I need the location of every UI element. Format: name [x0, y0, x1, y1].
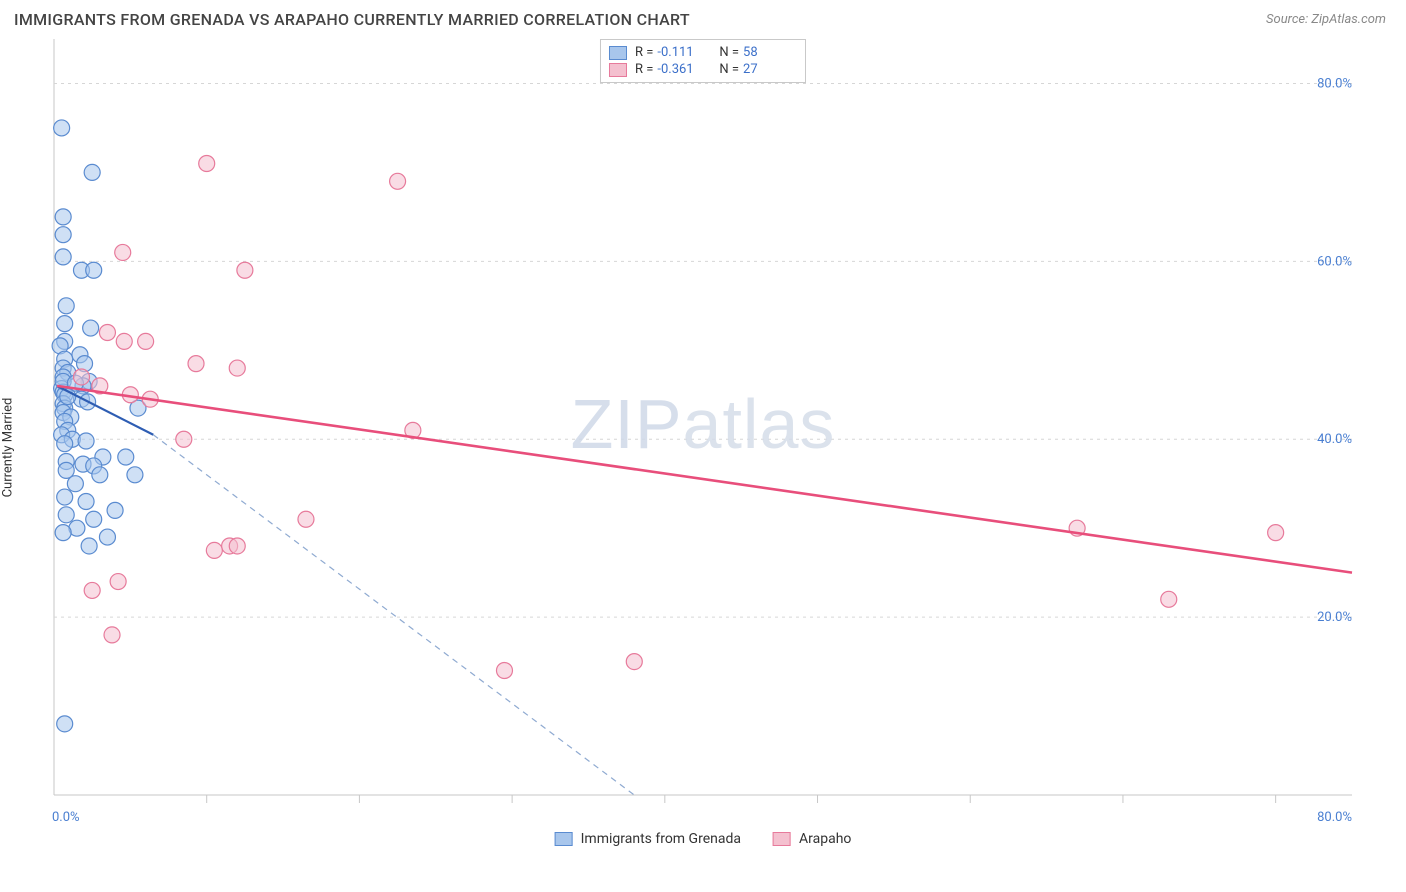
legend-label-arapaho: Arapaho [799, 831, 851, 847]
n-value-arapaho: 27 [743, 62, 797, 77]
svg-text:40.0%: 40.0% [1317, 432, 1352, 447]
n-value-grenada: 58 [743, 45, 797, 60]
chart-title: IMMIGRANTS FROM GRENADA VS ARAPAHO CURRE… [14, 10, 690, 29]
svg-text:0.0%: 0.0% [52, 810, 80, 825]
legend-stats-row: R = -0.111 N = 58 [609, 44, 797, 61]
svg-text:60.0%: 60.0% [1317, 254, 1352, 269]
chart-source: Source: ZipAtlas.com [1266, 12, 1386, 27]
legend-item-grenada: Immigrants from Grenada [555, 831, 741, 847]
chart-header: IMMIGRANTS FROM GRENADA VS ARAPAHO CURRE… [0, 0, 1406, 35]
chart-area: Currently Married ZIPatlas 20.0%40.0%60.… [14, 35, 1392, 845]
svg-text:20.0%: 20.0% [1317, 610, 1352, 625]
r-value-arapaho: -0.361 [657, 62, 711, 77]
legend-swatch-grenada [555, 832, 573, 846]
r-label: R = [635, 62, 653, 77]
legend-stats: R = -0.111 N = 58 R = -0.361 N = 27 [600, 39, 806, 83]
legend-swatch-arapaho [773, 832, 791, 846]
svg-text:80.0%: 80.0% [1317, 810, 1352, 825]
legend-stats-row: R = -0.361 N = 27 [609, 61, 797, 78]
n-label: N = [719, 62, 739, 77]
r-label: R = [635, 45, 653, 60]
legend-swatch-arapaho [609, 63, 627, 77]
n-label: N = [719, 45, 739, 60]
legend-swatch-grenada [609, 46, 627, 60]
scatter-plot: 20.0% 40.0% 60.0% 80.0% 0.0% 80.0% [14, 35, 1392, 845]
legend-item-arapaho: Arapaho [773, 831, 851, 847]
y-axis-label: Currently Married [1, 398, 16, 498]
legend-series: Immigrants from Grenada Arapaho [555, 831, 852, 847]
legend-label-grenada: Immigrants from Grenada [581, 831, 741, 847]
r-value-grenada: -0.111 [657, 45, 711, 60]
svg-text:80.0%: 80.0% [1317, 76, 1352, 91]
